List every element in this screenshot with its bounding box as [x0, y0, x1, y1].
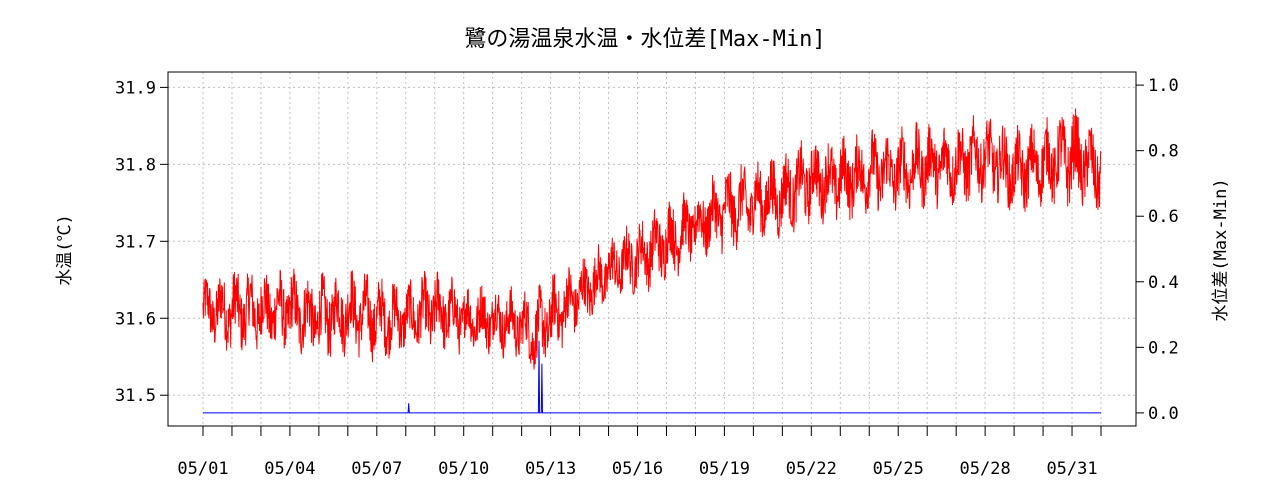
y-tick-label-right: 0.4 [1148, 273, 1179, 293]
chart-title: 鷺の湯温泉水温・水位差[Max-Min] [464, 27, 825, 52]
x-tick-label: 05/16 [612, 459, 663, 479]
y-tick-label-right: 1.0 [1148, 76, 1179, 96]
y-tick-label-right: 0.0 [1148, 404, 1179, 424]
series-line-temperature [202, 108, 1102, 370]
x-tick-label: 05/04 [264, 459, 315, 479]
x-tick-label: 05/01 [177, 459, 228, 479]
series-line-water-level-diff [202, 340, 1102, 414]
x-tick-label: 05/13 [525, 459, 576, 479]
y-tick-label-right: 0.2 [1148, 338, 1179, 358]
water-level-diff-series [202, 340, 1102, 414]
grid-layer [168, 72, 1136, 426]
y-axis-label-right: 水位差(Max-Min) [1211, 178, 1231, 321]
water-temperature-series [202, 108, 1102, 370]
y-tick-label-left: 31.8 [115, 155, 156, 175]
plot-frame [167, 71, 1137, 427]
x-tick-label: 05/22 [786, 459, 837, 479]
y-tick-label-left: 31.9 [115, 78, 156, 98]
y-tick-label-left: 31.5 [115, 386, 156, 406]
y-axis-label-left: 水温(℃) [55, 214, 75, 285]
x-tick-label: 05/19 [699, 459, 750, 479]
y-tick-label-left: 31.7 [115, 232, 156, 252]
y-tick-label-right: 0.8 [1148, 142, 1179, 162]
x-tick-label: 05/07 [351, 459, 402, 479]
y-tick-label-right: 0.6 [1148, 207, 1179, 227]
x-tick-label: 05/28 [960, 459, 1011, 479]
y-tick-label-left: 31.6 [115, 309, 156, 329]
x-tick-label: 05/31 [1046, 459, 1097, 479]
x-tick-label: 05/10 [438, 459, 489, 479]
axes-layer: 05/01 05/04 05/07 05/10 05/13 05/16 05/19 05/22… [115, 76, 1179, 479]
x-tick-label: 05/25 [873, 459, 924, 479]
